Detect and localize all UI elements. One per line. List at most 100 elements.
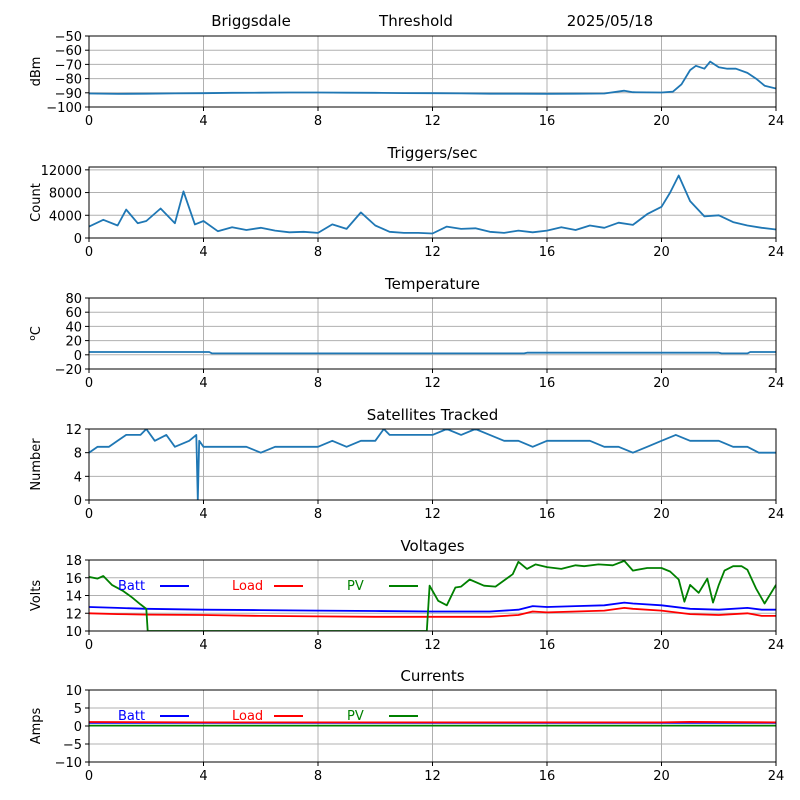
chart-title: Triggers/sec [387, 144, 478, 162]
y-tick-label: 4 [74, 470, 82, 485]
y-tick-label: 80 [65, 292, 82, 307]
y-tick-label: 12 [65, 423, 82, 438]
x-tick-label: 12 [424, 769, 441, 784]
chart-title: Temperature [384, 275, 480, 293]
y-tick-label: 20 [65, 335, 82, 350]
x-tick-label: 12 [424, 114, 441, 129]
x-tick-label: 8 [314, 114, 322, 129]
y-tick-label: −60 [55, 44, 82, 59]
y-tick-label: 0 [74, 349, 82, 364]
x-tick-label: 8 [314, 507, 322, 522]
chart-panel-4: 0 4 8 12 16 20 24 0 4 8 12 Satellites Tracked Number [29, 406, 784, 522]
x-tick-label: 20 [653, 769, 670, 784]
series-line-load [89, 721, 776, 724]
y-tick-label: 8000 [49, 187, 82, 202]
y-tick-label: 8 [74, 447, 82, 462]
y-tick-label: 40 [65, 320, 82, 335]
legend-label: PV [347, 709, 364, 724]
y-tick-label: −10 [55, 756, 82, 771]
x-tick-label: 0 [85, 769, 93, 784]
x-tick-label: 24 [768, 114, 785, 129]
y-axis-label: Number [29, 438, 44, 491]
legend-label: Batt [118, 709, 145, 724]
x-tick-label: 12 [424, 507, 441, 522]
y-axis-label: Amps [29, 707, 44, 744]
series-line-batt [89, 601, 776, 613]
y-tick-label: −20 [55, 363, 82, 378]
y-tick-label: 14 [65, 590, 82, 605]
x-tick-label: 0 [85, 638, 93, 653]
series-line [89, 174, 776, 235]
header-mode: Threshold [378, 12, 453, 30]
y-tick-label: 4000 [49, 209, 82, 224]
y-tick-label: 12000 [41, 164, 82, 179]
x-tick-label: 16 [539, 638, 556, 653]
x-tick-label: 12 [424, 638, 441, 653]
y-tick-label: −5 [63, 738, 82, 753]
legend-label: Batt [118, 579, 145, 594]
legend-label: Load [232, 709, 263, 724]
x-tick-label: 24 [768, 376, 785, 391]
x-tick-label: 16 [539, 507, 556, 522]
x-tick-label: 16 [539, 376, 556, 391]
x-tick-label: 4 [199, 376, 207, 391]
y-axis-label: oC [28, 326, 44, 341]
x-tick-label: 8 [314, 376, 322, 391]
x-tick-label: 20 [653, 376, 670, 391]
y-tick-label: 0 [74, 232, 82, 247]
y-tick-label: 0 [74, 720, 82, 735]
chart-title: Currents [400, 667, 464, 685]
series-line-pv [89, 560, 776, 631]
y-tick-label: 16 [65, 572, 82, 587]
x-tick-label: 16 [539, 114, 556, 129]
series-line-load [89, 607, 776, 618]
y-tick-label: −80 [55, 73, 82, 88]
y-tick-label: 5 [74, 702, 82, 717]
header-site: Briggsdale [211, 12, 291, 30]
x-tick-label: 4 [199, 769, 207, 784]
y-tick-label: −100 [46, 101, 82, 116]
y-tick-label: 0 [74, 494, 82, 509]
x-tick-label: 0 [85, 376, 93, 391]
x-tick-label: 16 [539, 769, 556, 784]
y-tick-label: 18 [65, 554, 82, 569]
legend-label: Load [232, 579, 263, 594]
x-tick-label: 4 [199, 638, 207, 653]
chart-panel-6: 0 4 8 12 16 20 24 −10 −5 0 5 10 Currents Amps Batt Load… [29, 667, 784, 784]
chart-title: Voltages [400, 537, 464, 555]
x-tick-label: 4 [199, 114, 207, 129]
x-tick-label: 8 [314, 245, 322, 260]
y-axis-label: dBm [29, 57, 44, 87]
x-tick-label: 20 [653, 638, 670, 653]
series-line [89, 429, 776, 500]
x-tick-label: 4 [199, 507, 207, 522]
series-line [89, 60, 776, 95]
x-tick-label: 24 [768, 245, 785, 260]
y-tick-label: 10 [65, 684, 82, 699]
x-tick-label: 8 [314, 769, 322, 784]
x-tick-label: 24 [768, 638, 785, 653]
y-tick-label: 12 [65, 607, 82, 622]
y-axis-label: Count [29, 183, 44, 222]
x-tick-label: 4 [199, 245, 207, 260]
y-tick-label: −70 [55, 58, 82, 73]
legend-label: PV [347, 579, 364, 594]
x-tick-label: 0 [85, 114, 93, 129]
header-date: 2025/05/18 [567, 12, 653, 30]
x-tick-label: 20 [653, 114, 670, 129]
x-tick-label: 20 [653, 245, 670, 260]
y-tick-label: −90 [55, 87, 82, 102]
x-tick-label: 24 [768, 769, 785, 784]
x-tick-label: 24 [768, 507, 785, 522]
x-tick-label: 20 [653, 507, 670, 522]
x-tick-label: 8 [314, 638, 322, 653]
x-tick-label: 0 [85, 507, 93, 522]
y-axis-label: Volts [29, 580, 44, 612]
y-tick-label: 10 [65, 625, 82, 640]
x-tick-label: 16 [539, 245, 556, 260]
y-tick-label: 60 [65, 306, 82, 321]
chart-panel-5: 0 4 8 12 16 20 24 10 12 14 16 18 Voltages Volts Batt Lo… [29, 537, 784, 653]
y-tick-label: −50 [55, 30, 82, 45]
